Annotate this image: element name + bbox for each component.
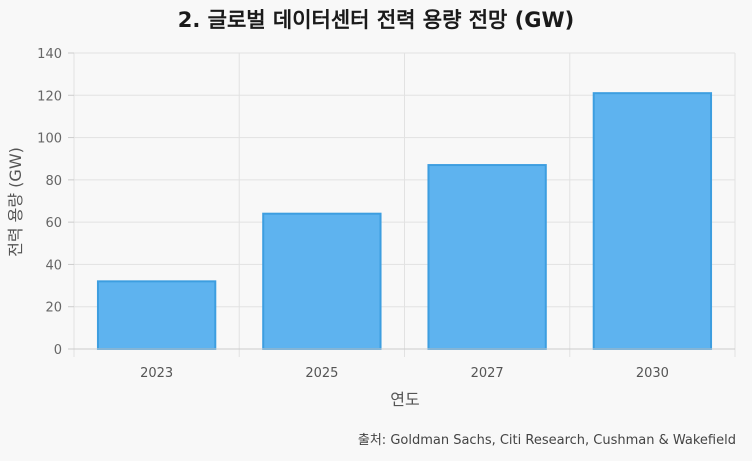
y-tick-label: 40 bbox=[45, 258, 62, 273]
y-tick-label: 60 bbox=[45, 216, 62, 231]
bar-2025 bbox=[262, 212, 382, 350]
y-tick-label: 120 bbox=[37, 89, 62, 104]
y-tick-label: 140 bbox=[37, 47, 62, 62]
bars-layer bbox=[96, 92, 713, 351]
x-axis-label: 연도 bbox=[390, 390, 419, 409]
x-tick-label: 2023 bbox=[140, 366, 173, 381]
y-tick-label: 20 bbox=[45, 301, 62, 316]
y-axis-label: 전력 용량 (GW) bbox=[6, 147, 25, 257]
bar-2023 bbox=[96, 280, 217, 351]
bar-2030 bbox=[592, 92, 713, 350]
x-tick-label: 2027 bbox=[471, 366, 504, 381]
bar-2027 bbox=[427, 164, 547, 350]
chart-title: 2. 글로벌 데이터센터 전력 용량 전망 (GW) bbox=[177, 8, 575, 32]
axis-layer: 0 20 40 60 80 100 120 140 2023 2025 2027 2030 bbox=[37, 47, 735, 381]
y-tick-label: 80 bbox=[45, 174, 62, 189]
y-tick-label: 100 bbox=[37, 132, 62, 147]
y-tick-label: 0 bbox=[54, 343, 62, 358]
x-tick-label: 2030 bbox=[636, 366, 669, 381]
x-tick-label: 2025 bbox=[305, 366, 338, 381]
source-note: 출처: Goldman Sachs, Citi Research, Cushma… bbox=[357, 433, 736, 448]
